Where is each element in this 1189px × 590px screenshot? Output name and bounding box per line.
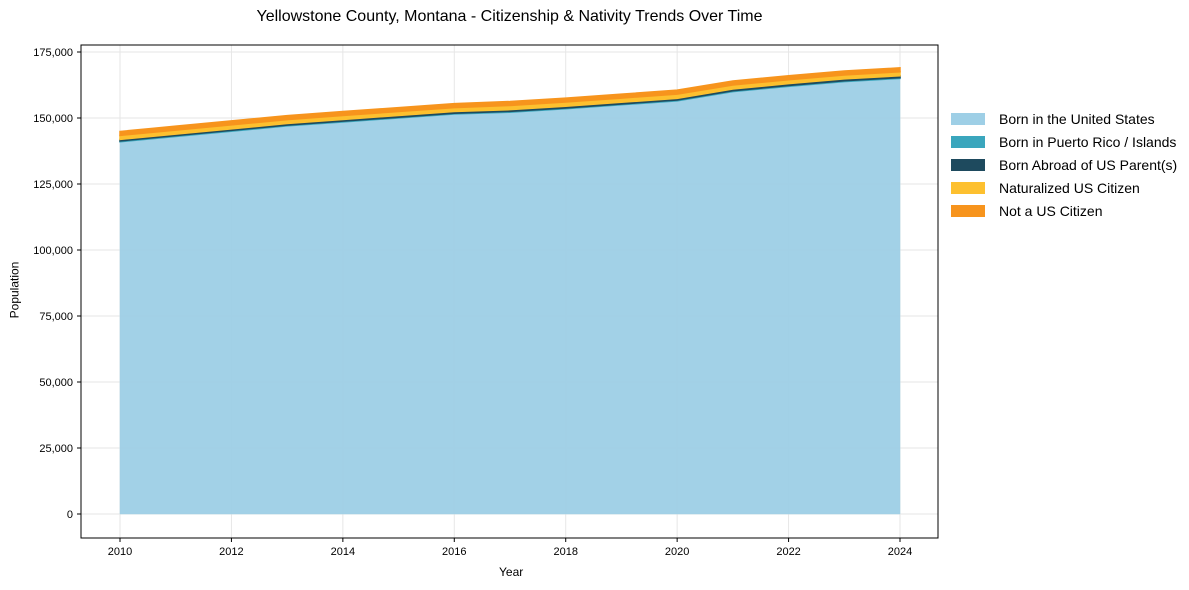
legend-item: Not a US Citizen	[951, 200, 1177, 223]
y-axis-label: Population	[7, 261, 22, 319]
svg-text:25,000: 25,000	[39, 443, 73, 455]
svg-text:175,000: 175,000	[33, 47, 73, 59]
legend-label: Born in Puerto Rico / Islands	[999, 133, 1177, 150]
legend-item: Born in Puerto Rico / Islands	[951, 130, 1177, 153]
svg-text:2024: 2024	[888, 546, 912, 558]
area-series-4	[119, 67, 901, 137]
legend-swatch	[951, 135, 985, 148]
legend-label: Born in the United States	[999, 110, 1155, 127]
legend-label: Born Abroad of US Parent(s)	[999, 156, 1178, 173]
area-series-0	[119, 78, 901, 515]
legend-item: Born in the United States	[951, 107, 1177, 130]
svg-text:150,000: 150,000	[33, 113, 73, 125]
legend: Born in the United States Born in Puerto…	[951, 107, 1177, 223]
svg-text:2022: 2022	[776, 546, 800, 558]
svg-text:100,000: 100,000	[33, 245, 73, 257]
legend-label: Not a US Citizen	[999, 203, 1103, 220]
chart-title: Yellowstone County, Montana - Citizenshi…	[256, 8, 763, 25]
svg-text:75,000: 75,000	[39, 311, 73, 323]
legend-label: Naturalized US Citizen	[999, 180, 1140, 197]
x-axis-label: Year	[499, 565, 524, 579]
svg-text:2020: 2020	[665, 546, 689, 558]
legend-swatch	[951, 112, 985, 125]
svg-text:0: 0	[67, 509, 73, 521]
svg-text:50,000: 50,000	[39, 377, 73, 389]
legend-swatch	[951, 182, 985, 195]
svg-text:2018: 2018	[553, 546, 577, 558]
legend-swatch	[951, 158, 985, 171]
svg-text:2014: 2014	[331, 546, 355, 558]
svg-text:125,000: 125,000	[33, 179, 73, 191]
svg-text:2016: 2016	[442, 546, 466, 558]
svg-text:2012: 2012	[219, 546, 243, 558]
legend-item: Naturalized US Citizen	[951, 177, 1177, 200]
legend-item: Born Abroad of US Parent(s)	[951, 153, 1177, 176]
legend-swatch	[951, 205, 985, 218]
svg-text:2010: 2010	[108, 546, 132, 558]
